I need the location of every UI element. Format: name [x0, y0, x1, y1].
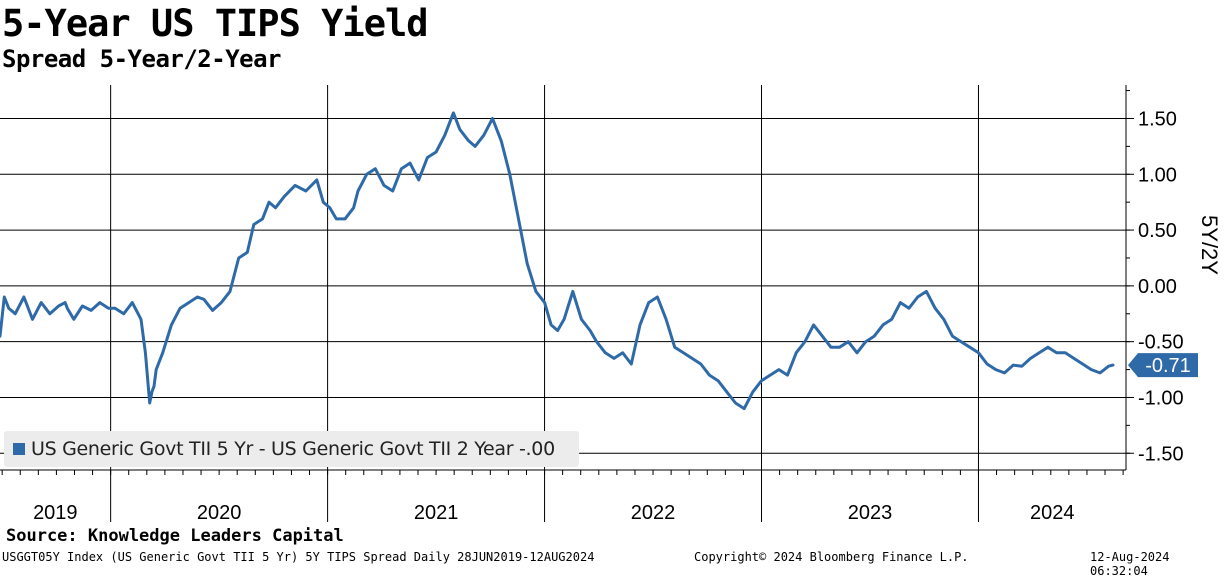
legend-swatch	[13, 443, 25, 455]
y-axis: 1.50 1.00 0.50 0.00 -0.50 -1.00 -1.50	[1125, 85, 1184, 470]
y-tick-label: 1.00	[1138, 164, 1177, 186]
footer-series-info: USGGT05Y Index (US Generic Govt TII 5 Yr…	[2, 550, 595, 564]
x-tick-label: 2023	[848, 502, 893, 524]
legend-label: US Generic Govt TII 5 Yr - US Generic Go…	[31, 438, 555, 460]
y-tick-label: -1.00	[1138, 387, 1184, 409]
y-axis-label: 5Y/2Y	[1197, 215, 1222, 275]
footer-copyright: Copyright© 2024 Bloomberg Finance L.P.	[694, 550, 969, 564]
legend: US Generic Govt TII 5 Yr - US Generic Go…	[4, 431, 579, 467]
last-value-label: -0.71	[1145, 355, 1191, 377]
y-tick-label: -1.50	[1138, 443, 1184, 465]
x-tick-label: 2024	[1030, 502, 1075, 524]
source-note: Source: Knowledge Leaders Capital	[6, 526, 344, 546]
y-tick-label: 0.50	[1138, 220, 1177, 242]
chart-subtitle: Spread 5-Year/2-Year	[2, 45, 281, 73]
last-value-marker: -0.71	[1128, 353, 1198, 378]
footer-timestamp: 12-Aug-2024 06:32:04	[1090, 550, 1170, 578]
y-tick-label: -0.50	[1138, 332, 1184, 354]
chart-canvas: 2019 2020 2021 2022 2023 2024 1.50 1.00 0.50 0.0…	[0, 85, 1222, 524]
series-line-5y-2y-spread	[0, 111, 1115, 411]
x-axis: 2019 2020 2021 2022 2023 2024	[0, 469, 1126, 524]
y-tick-label: 1.50	[1138, 108, 1177, 130]
x-tick-label: 2019	[33, 502, 78, 524]
y-tick-label: 0.00	[1138, 276, 1177, 298]
last-value-box	[1128, 353, 1198, 378]
chart-title: 5-Year US TIPS Yield	[2, 2, 429, 45]
x-tick-label: 2022	[631, 502, 676, 524]
x-tick-label: 2020	[197, 502, 242, 524]
x-tick-label: 2021	[414, 502, 459, 524]
